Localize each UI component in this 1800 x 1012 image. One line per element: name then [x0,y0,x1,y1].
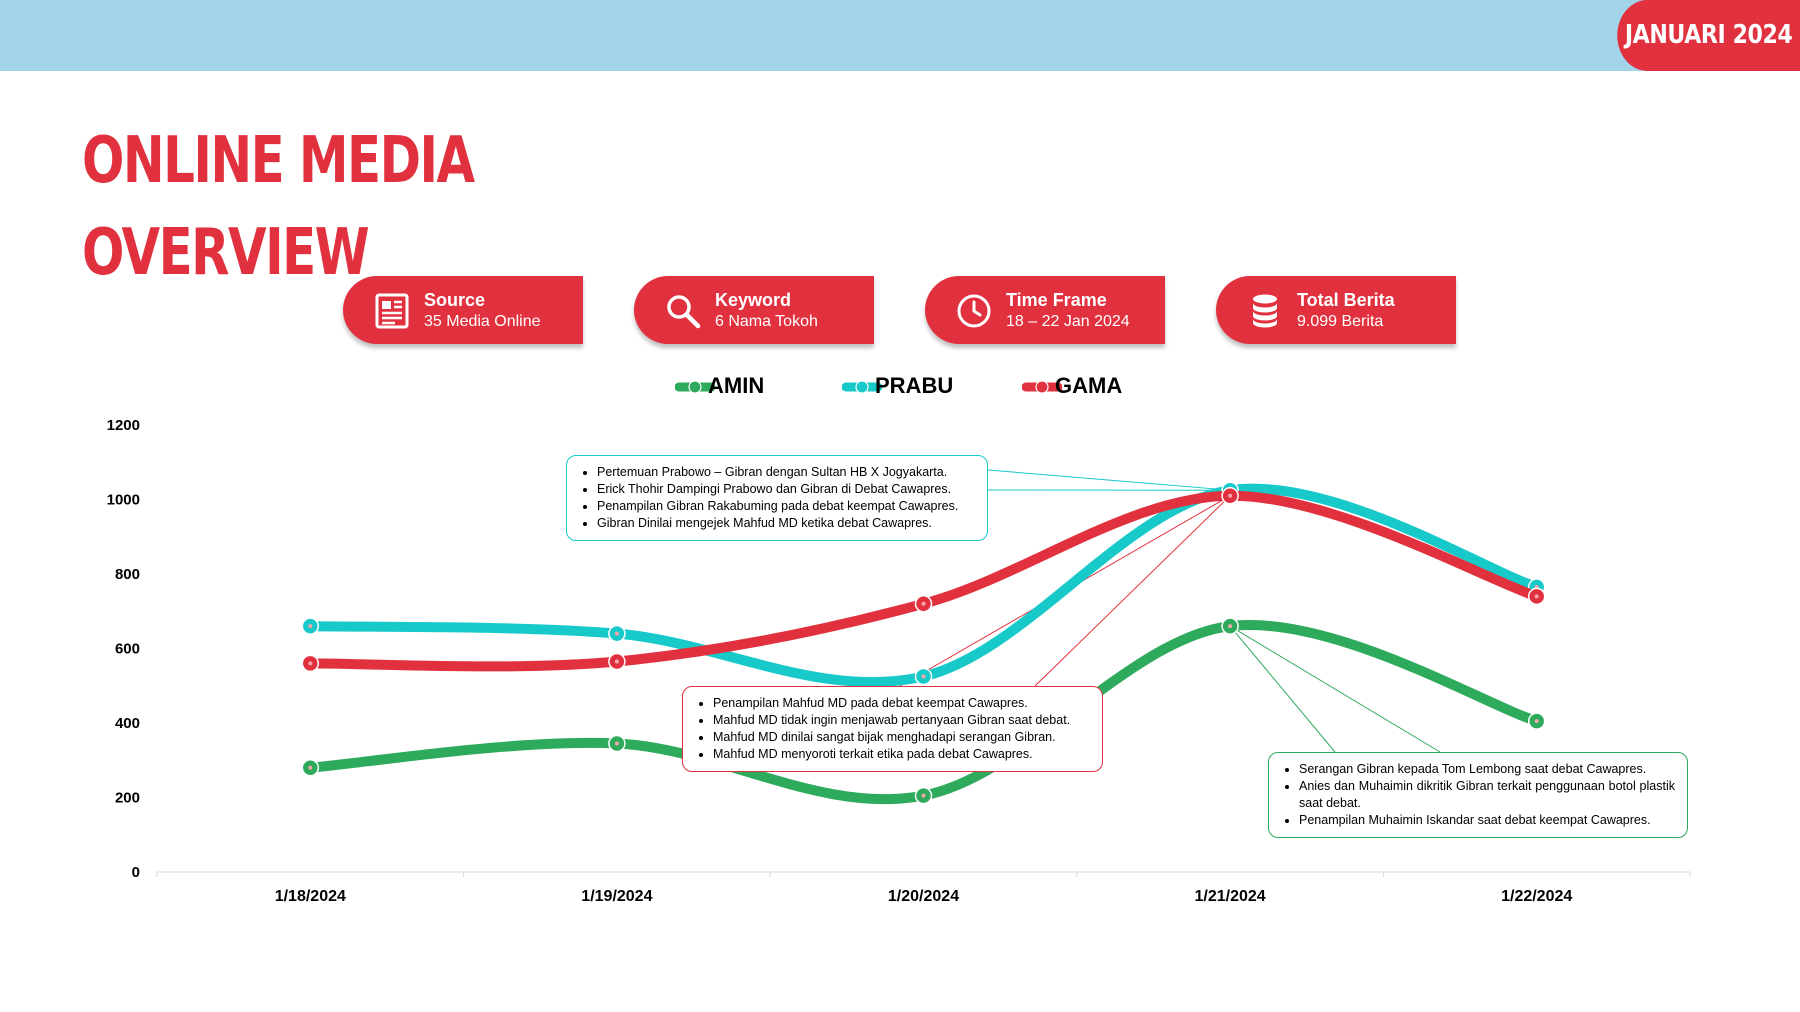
info-card-time-frame: Time Frame 18 – 22 Jan 2024 [925,276,1165,344]
data-point-center [308,624,313,629]
legend-marker-amin [675,380,715,394]
callout-item: Penampilan Mahfud MD pada debat keempat … [713,695,1090,712]
callout-item: Mahfud MD tidak ingin menjawab pertanyaa… [713,712,1090,729]
y-tick-label: 400 [115,715,140,732]
info-card-label: Keyword [715,290,792,310]
newspaper-icon [375,293,409,329]
callout-item: Anies dan Muhaimin dikritik Gibran terka… [1299,778,1675,812]
callout-item: Pertemuan Prabowo – Gibran dengan Sultan… [597,464,975,481]
data-point-center [614,741,619,746]
info-card-total-berita: Total Berita 9.099 Berita [1216,276,1456,344]
data-point-center [921,674,926,679]
data-point-center [308,661,313,666]
x-tick-label: 1/22/2024 [1501,888,1572,905]
database-icon [1253,294,1277,328]
callout-leader-line [1229,625,1441,753]
data-point-center [614,659,619,664]
info-card-source: Source 35 Media Online [343,276,583,344]
page-title-line-2: OVERVIEW [82,216,370,290]
page-title: ONLINE MEDIA OVERVIEW [82,115,475,299]
info-card-value: 9.099 Berita [1297,313,1384,330]
y-tick-label: 800 [115,566,140,583]
callout-amin: Serangan Gibran kepada Tom Lembong saat … [1268,752,1688,838]
data-point-center [921,601,926,606]
x-tick-label: 1/19/2024 [581,888,652,905]
data-point-center [308,765,313,770]
y-tick-label: 200 [115,790,140,807]
y-tick-label: 1000 [107,492,140,509]
callout-item: Mahfud MD menyoroti terkait etika pada d… [713,746,1090,763]
info-card-label: Time Frame [1006,290,1107,310]
legend-label: PRABU [875,373,954,398]
search-icon [667,295,701,329]
callout-leader-line [1034,495,1231,687]
x-tick-label: 1/20/2024 [888,888,959,905]
legend-marker-prabu [842,380,882,394]
legend-label: AMIN [708,373,765,398]
info-card-keyword: Keyword 6 Nama Tokoh [634,276,874,344]
callout-gama: Penampilan Mahfud MD pada debat keempat … [682,686,1103,772]
callout-leader-line [987,469,1231,491]
y-tick-label: 1200 [107,417,140,434]
data-point-center [1228,493,1233,498]
callout-item: Gibran Dinilai mengejek Mahfud MD ketika… [597,515,975,532]
callout-item: Penampilan Muhaimin Iskandar saat debat … [1299,812,1675,829]
data-point-center [614,631,619,636]
data-point-center [1534,719,1539,724]
top-banner [0,0,1800,71]
y-tick-label: 0 [132,864,140,881]
legend-marker-gama [1022,380,1062,394]
callout-item: Erick Thohir Dampingi Prabowo dan Gibran… [597,481,975,498]
clock-icon [957,294,991,328]
info-card-label: Source [424,290,486,310]
callout-leader-line [1229,625,1336,753]
callout-item: Penampilan Gibran Rakabuming pada debat … [597,498,975,515]
y-tick-label: 600 [115,641,140,658]
x-tick-label: 1/18/2024 [275,888,346,905]
info-card-value: 35 Media Online [424,313,541,330]
callout-prabu: Pertemuan Prabowo – Gibran dengan Sultan… [566,455,988,541]
callout-item: Serangan Gibran kepada Tom Lembong saat … [1299,761,1675,778]
legend-label: GAMA [1055,373,1123,398]
data-point-center [1228,624,1233,629]
x-tick-label: 1/21/2024 [1195,888,1266,905]
date-badge: JANUARI 2024 [1617,0,1800,71]
data-point-center [1534,594,1539,599]
info-card-value: 6 Nama Tokoh [715,313,818,330]
info-card-value: 18 – 22 Jan 2024 [1006,313,1130,330]
callout-item: Mahfud MD dinilai sangat bijak menghadap… [713,729,1090,746]
page-title-line-1: ONLINE MEDIA [82,124,475,198]
data-point-center [921,793,926,798]
info-card-label: Total Berita [1297,290,1395,310]
